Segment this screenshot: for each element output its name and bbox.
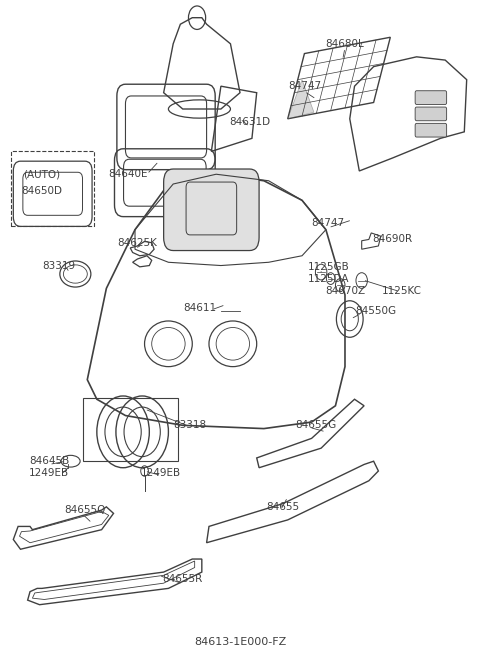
Text: 83318: 83318 bbox=[173, 421, 206, 430]
Text: 84645B: 84645B bbox=[29, 456, 69, 466]
Text: 84747: 84747 bbox=[312, 218, 345, 228]
Text: 84670Z: 84670Z bbox=[325, 286, 365, 296]
Polygon shape bbox=[288, 80, 314, 119]
Text: 84655: 84655 bbox=[266, 502, 300, 512]
FancyBboxPatch shape bbox=[164, 169, 259, 251]
Text: (AUTO): (AUTO) bbox=[24, 169, 60, 179]
Text: 1125GB: 1125GB bbox=[307, 263, 349, 272]
Text: 84611: 84611 bbox=[183, 303, 216, 313]
Text: 1125KC: 1125KC bbox=[382, 286, 422, 296]
Text: 84650D: 84650D bbox=[22, 185, 62, 196]
Text: 1249EB: 1249EB bbox=[141, 468, 181, 478]
Text: 84680L: 84680L bbox=[325, 39, 364, 48]
Text: 1125DA: 1125DA bbox=[308, 274, 349, 284]
Text: 83319: 83319 bbox=[42, 261, 75, 271]
Text: 84640E: 84640E bbox=[108, 169, 148, 179]
Text: 84747: 84747 bbox=[288, 81, 321, 91]
FancyBboxPatch shape bbox=[415, 107, 446, 121]
Text: 84655R: 84655R bbox=[163, 574, 203, 584]
FancyBboxPatch shape bbox=[415, 91, 446, 104]
FancyBboxPatch shape bbox=[415, 123, 446, 137]
Text: 84625K: 84625K bbox=[118, 238, 157, 248]
Text: 84655Q: 84655Q bbox=[64, 505, 106, 515]
Text: 84655G: 84655G bbox=[296, 421, 337, 430]
Text: 1249EB: 1249EB bbox=[29, 468, 69, 478]
Text: 84631D: 84631D bbox=[229, 117, 270, 127]
Text: 84690R: 84690R bbox=[372, 234, 413, 244]
Text: 84550G: 84550G bbox=[356, 306, 396, 316]
Text: 84613-1E000-FZ: 84613-1E000-FZ bbox=[194, 637, 286, 647]
